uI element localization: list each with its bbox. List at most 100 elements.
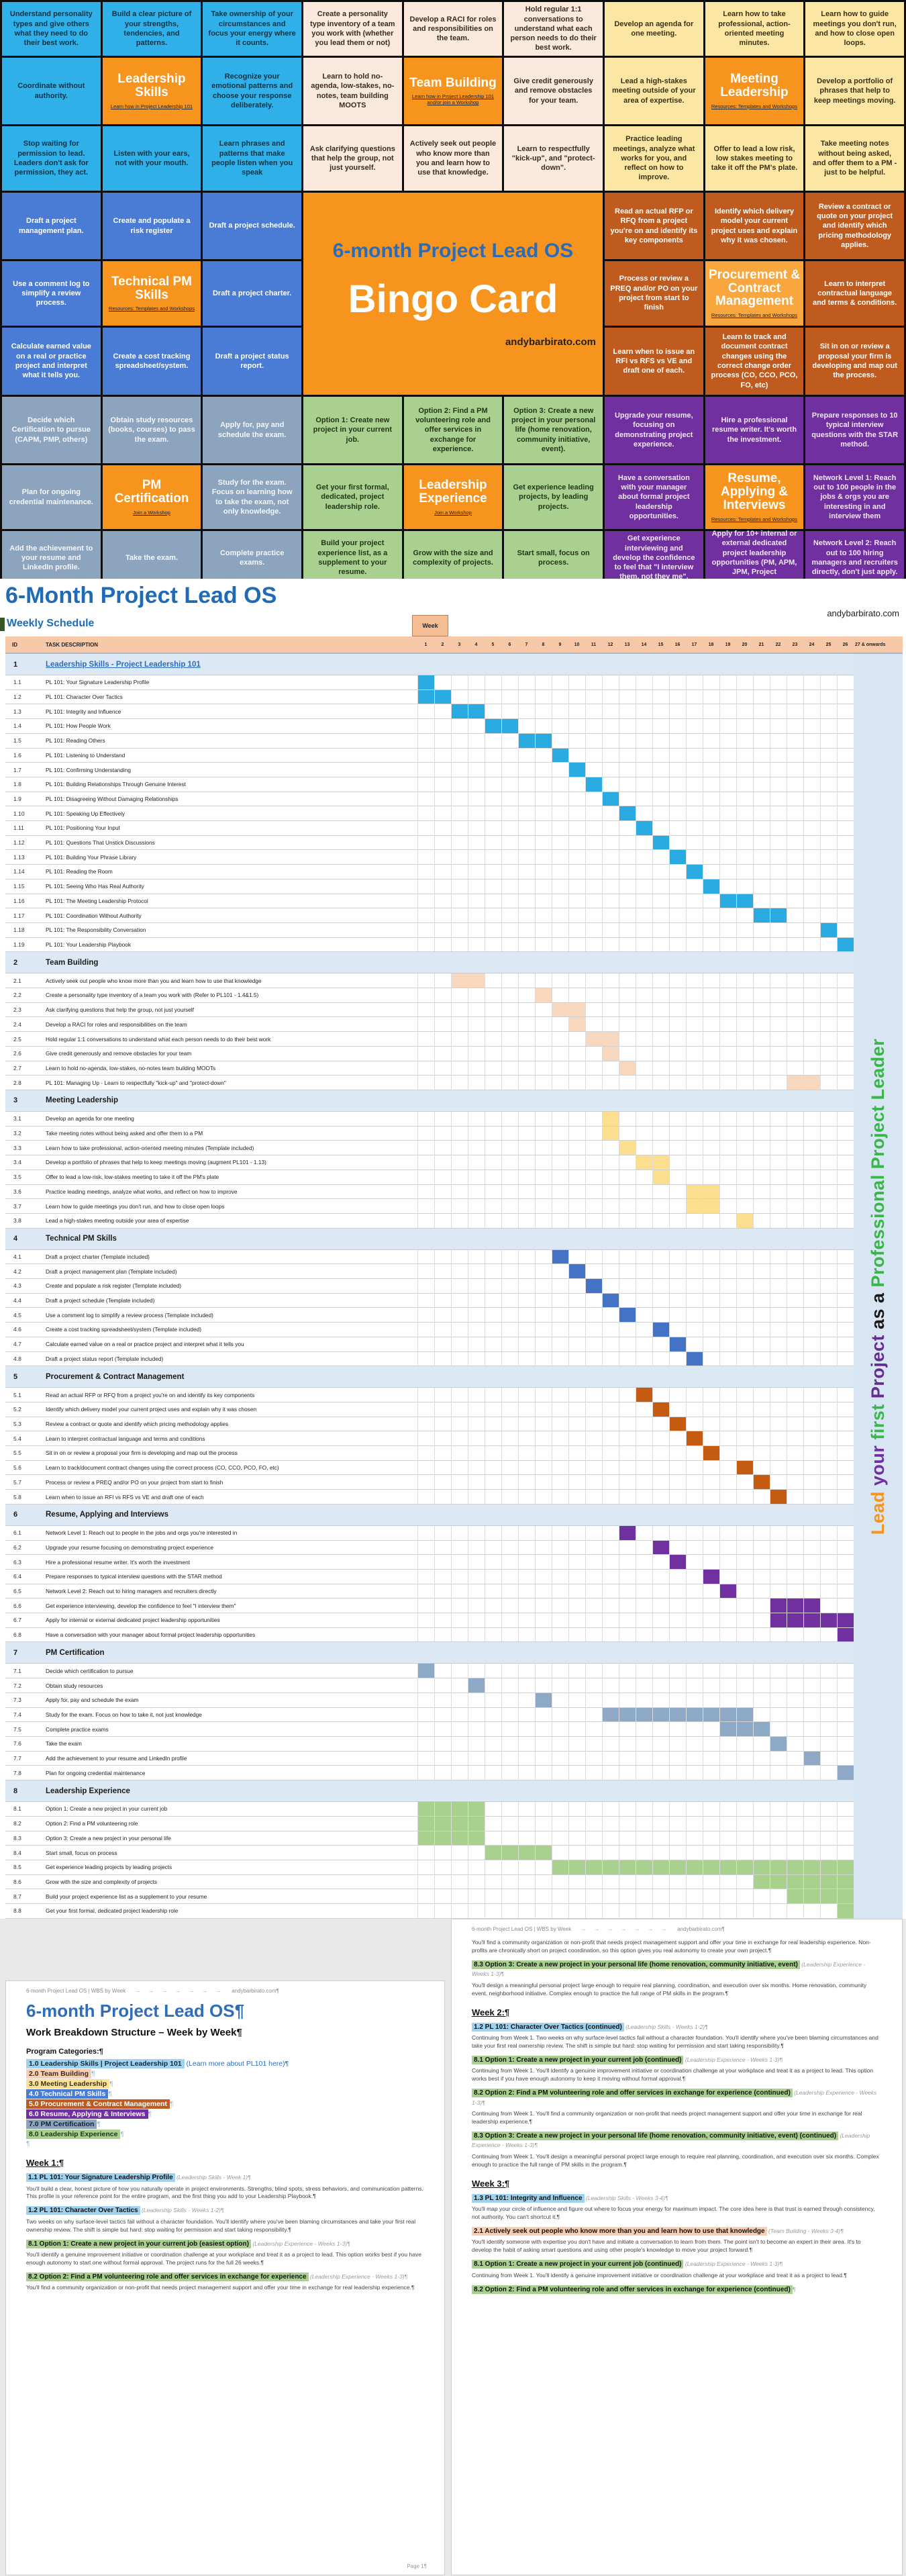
week-cell[interactable] <box>736 1249 753 1264</box>
week-cell[interactable] <box>736 748 753 763</box>
week-cell[interactable] <box>803 719 820 733</box>
week-cell[interactable] <box>468 1540 485 1555</box>
week-cell[interactable] <box>669 1388 686 1402</box>
week-cell[interactable] <box>686 806 703 821</box>
week-cell[interactable] <box>686 1540 703 1555</box>
bingo-label-resources-link[interactable]: Learn how in Project Leadership 101 and/… <box>411 93 495 106</box>
week-cell[interactable] <box>837 850 854 865</box>
week-cell[interactable] <box>552 1692 568 1707</box>
week-cell[interactable] <box>837 1323 854 1337</box>
week-cell-filled[interactable] <box>719 894 736 908</box>
week-cell[interactable] <box>669 1264 686 1279</box>
week-cell[interactable] <box>417 1111 434 1126</box>
week-cell[interactable] <box>719 1061 736 1076</box>
week-cell[interactable] <box>485 1249 501 1264</box>
bingo-cell-resume-applying-interviews-2[interactable]: Hire a professional resume writer. It's … <box>705 397 804 463</box>
week-cell[interactable] <box>669 1722 686 1736</box>
week-cell[interactable] <box>669 894 686 908</box>
week-cell[interactable] <box>552 1446 568 1460</box>
week-cell[interactable] <box>552 719 568 733</box>
week-cell-filled[interactable] <box>719 1860 736 1874</box>
week-cell[interactable] <box>619 1002 636 1017</box>
week-cell[interactable] <box>719 1737 736 1751</box>
week-cell[interactable] <box>619 1692 636 1707</box>
week-cell[interactable] <box>619 1613 636 1627</box>
week-cell[interactable] <box>787 1323 803 1337</box>
week-cell[interactable] <box>434 1569 451 1584</box>
week-cell-filled[interactable] <box>753 1874 770 1889</box>
week-cell[interactable] <box>636 1904 652 1918</box>
week-cell[interactable] <box>652 1678 669 1692</box>
week-cell[interactable] <box>837 973 854 988</box>
week-cell[interactable] <box>837 835 854 850</box>
week-cell[interactable] <box>837 748 854 763</box>
week-cell[interactable] <box>501 1076 518 1090</box>
week-cell[interactable] <box>434 1889 451 1904</box>
week-cell[interactable] <box>753 879 770 894</box>
week-cell[interactable] <box>837 1002 854 1017</box>
section-title[interactable]: Leadership Skills - Project Leadership 1… <box>46 660 201 669</box>
week-cell-filled[interactable] <box>652 1323 669 1337</box>
week-cell[interactable] <box>636 1417 652 1431</box>
week-cell[interactable] <box>468 733 485 748</box>
week-cell[interactable] <box>787 792 803 806</box>
week-cell[interactable] <box>602 1904 619 1918</box>
week-cell[interactable] <box>736 777 753 792</box>
week-cell[interactable] <box>619 763 636 777</box>
week-cell[interactable] <box>451 1076 468 1090</box>
week-cell[interactable] <box>636 908 652 922</box>
week-cell[interactable] <box>719 1540 736 1555</box>
week-cell[interactable] <box>770 1199 787 1213</box>
week-cell[interactable] <box>770 1076 787 1090</box>
week-cell[interactable] <box>820 1308 837 1323</box>
week-cell[interactable] <box>636 1323 652 1337</box>
week-cell[interactable] <box>787 1707 803 1722</box>
week-cell[interactable] <box>568 1155 585 1170</box>
week-cell[interactable] <box>619 1831 636 1846</box>
week-cell[interactable] <box>652 719 669 733</box>
week-cell[interactable] <box>434 1388 451 1402</box>
week-cell[interactable] <box>736 1002 753 1017</box>
week-cell[interactable] <box>820 1831 837 1846</box>
week-cell[interactable] <box>803 1846 820 1860</box>
week-cell[interactable] <box>451 1141 468 1155</box>
week-cell[interactable] <box>552 937 568 952</box>
week-cell[interactable] <box>719 1046 736 1061</box>
week-cell[interactable] <box>552 908 568 922</box>
week-cell[interactable] <box>820 1584 837 1599</box>
week-cell[interactable] <box>770 1308 787 1323</box>
week-cell[interactable] <box>535 1111 552 1126</box>
week-cell[interactable] <box>518 1904 535 1918</box>
week-cell[interactable] <box>468 689 485 704</box>
week-cell[interactable] <box>686 1213 703 1228</box>
week-cell[interactable] <box>451 1002 468 1017</box>
week-cell[interactable] <box>501 865 518 879</box>
week-cell[interactable] <box>787 689 803 704</box>
week-cell[interactable] <box>434 922 451 937</box>
week-cell[interactable] <box>552 1337 568 1351</box>
week-cell[interactable] <box>837 1032 854 1046</box>
week-cell[interactable] <box>434 1417 451 1431</box>
week-cell[interactable] <box>535 1199 552 1213</box>
week-cell[interactable] <box>485 1155 501 1170</box>
week-cell[interactable] <box>703 1627 719 1642</box>
week-cell[interactable] <box>787 1678 803 1692</box>
week-cell[interactable] <box>451 1904 468 1918</box>
week-cell[interactable] <box>787 894 803 908</box>
week-cell[interactable] <box>636 1337 652 1351</box>
week-cell[interactable] <box>753 719 770 733</box>
week-cell[interactable] <box>468 1904 485 1918</box>
week-cell[interactable] <box>669 988 686 1002</box>
bingo-cell-leadership-experience-7[interactable]: Grow with the size and complexity of pro… <box>403 531 503 585</box>
week-cell[interactable] <box>753 1751 770 1766</box>
week-cell[interactable] <box>820 1155 837 1170</box>
week-cell[interactable] <box>485 1490 501 1504</box>
week-cell[interactable] <box>619 748 636 763</box>
week-cell[interactable] <box>619 1678 636 1692</box>
week-cell[interactable] <box>770 1046 787 1061</box>
week-cell[interactable] <box>820 1460 837 1475</box>
week-cell[interactable] <box>703 922 719 937</box>
bingo-cell-resume-applying-interviews-3[interactable]: Prepare responses to 10 typical intervie… <box>805 397 904 463</box>
week-cell[interactable] <box>686 1111 703 1126</box>
week-cell[interactable] <box>636 1111 652 1126</box>
